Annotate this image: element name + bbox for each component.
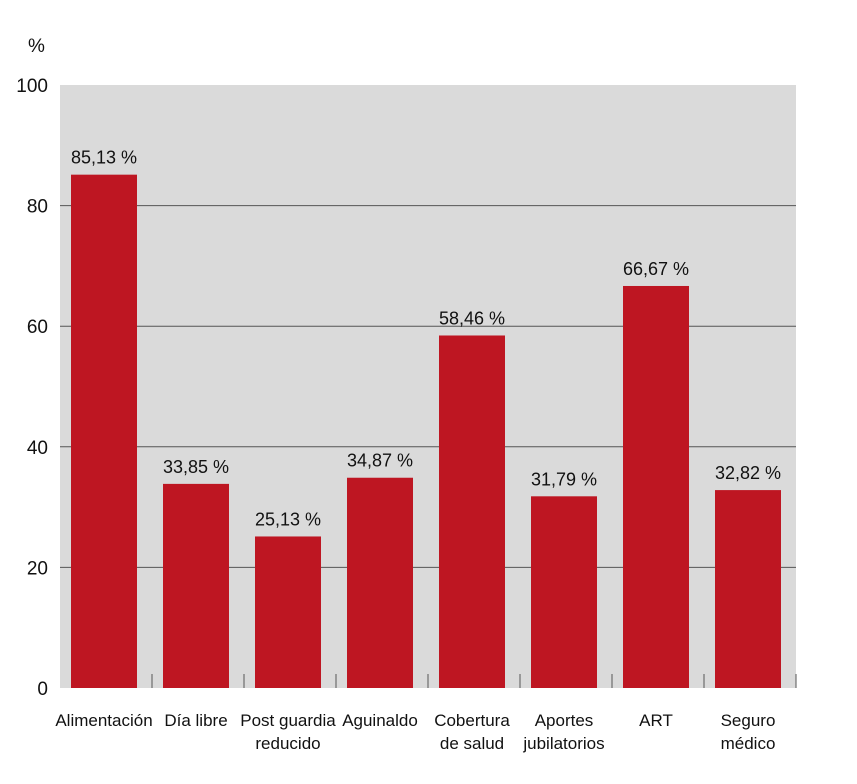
- y-tick-label: 0: [37, 679, 48, 700]
- bar: [623, 285, 689, 688]
- category-label: Seguro médico: [721, 711, 776, 753]
- category-label: Cobertura de salud: [434, 711, 510, 753]
- bar: [163, 483, 229, 688]
- bars: [71, 174, 781, 688]
- bar-value-label: 58,46 %: [439, 308, 505, 328]
- bar: [439, 335, 505, 688]
- bar-value-label: 34,87 %: [347, 451, 413, 471]
- category-label-line: jubilatorios: [522, 734, 604, 753]
- category-label-line: Seguro: [721, 711, 776, 730]
- category-label: Aportes jubilatorios: [522, 711, 604, 753]
- category-label: ART: [639, 711, 673, 730]
- bar: [71, 174, 137, 688]
- bar-value-label: 31,79 %: [531, 469, 597, 489]
- category-label-line: Día libre: [164, 711, 227, 730]
- bar-value-label: 33,85 %: [163, 457, 229, 477]
- bar-value-label: 32,82 %: [715, 463, 781, 483]
- bar-value-label: 85,13 %: [71, 148, 137, 168]
- category-label-line: Aportes: [535, 711, 594, 730]
- bar: [715, 490, 781, 688]
- bar-value-label: 66,67 %: [623, 259, 689, 279]
- y-axis-unit-label: %: [28, 36, 45, 57]
- category-label-line: médico: [721, 734, 776, 753]
- y-tick-label: 80: [27, 197, 48, 218]
- category-label: Día libre: [164, 711, 227, 730]
- x-axis-categories: Alimentación Día libre Post guardia reducid…: [55, 711, 775, 753]
- category-label-line: Aguinaldo: [342, 711, 418, 730]
- category-label-line: ART: [639, 711, 673, 730]
- bar: [255, 536, 321, 688]
- y-tick-label: 20: [27, 558, 48, 579]
- category-label-line: Cobertura: [434, 711, 510, 730]
- category-label: Post guardia reducido: [240, 711, 336, 753]
- category-label: Aguinaldo: [342, 711, 418, 730]
- category-label-line: reducido: [255, 734, 320, 753]
- category-label-line: Post guardia: [240, 711, 336, 730]
- bar: [347, 477, 413, 688]
- category-label-line: Alimentación: [55, 711, 152, 730]
- category-label-line: de salud: [440, 734, 504, 753]
- y-tick-label: 60: [27, 317, 48, 338]
- y-tick-label: 100: [16, 76, 48, 97]
- y-axis-ticks: 0 20 40 60 80 100: [16, 76, 48, 700]
- category-label: Alimentación: [55, 711, 152, 730]
- bar: [531, 496, 597, 688]
- y-tick-label: 40: [27, 438, 48, 459]
- data-labels: 85,13 % 33,85 % 25,13 % 34,87 % 58,46 % 31,79…: [71, 148, 781, 530]
- bar-value-label: 25,13 %: [255, 509, 321, 529]
